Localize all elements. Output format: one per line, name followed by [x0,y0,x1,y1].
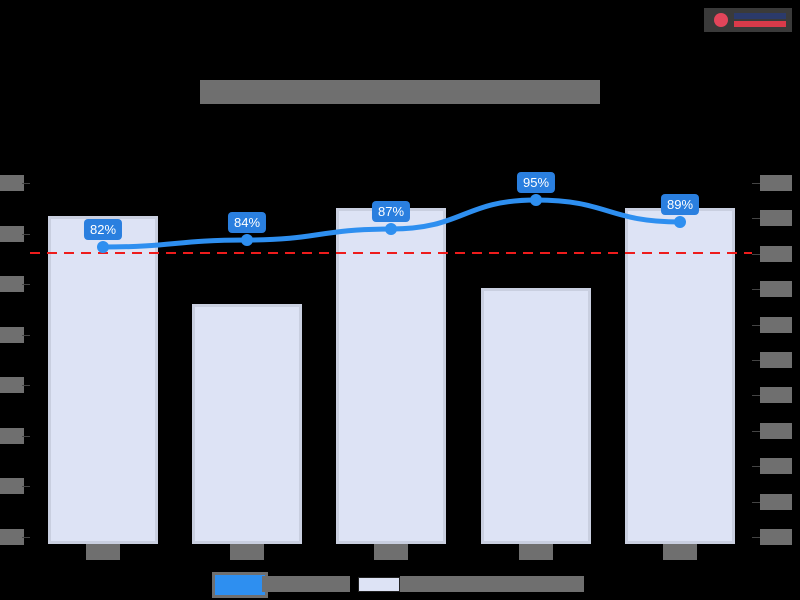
data-point [241,234,253,246]
legend-line-swatch [212,572,268,598]
legend-bar-label [400,576,584,592]
data-label: 84% [228,212,266,233]
legend-line-label [262,576,350,592]
line-series [0,0,800,600]
legend-bar-swatch [358,577,400,592]
data-label: 82% [84,219,122,240]
data-point [385,223,397,235]
data-point [530,194,542,206]
data-point [97,241,109,253]
data-label: 89% [661,194,699,215]
data-point [674,216,686,228]
data-label: 87% [372,201,410,222]
data-label: 95% [517,172,555,193]
